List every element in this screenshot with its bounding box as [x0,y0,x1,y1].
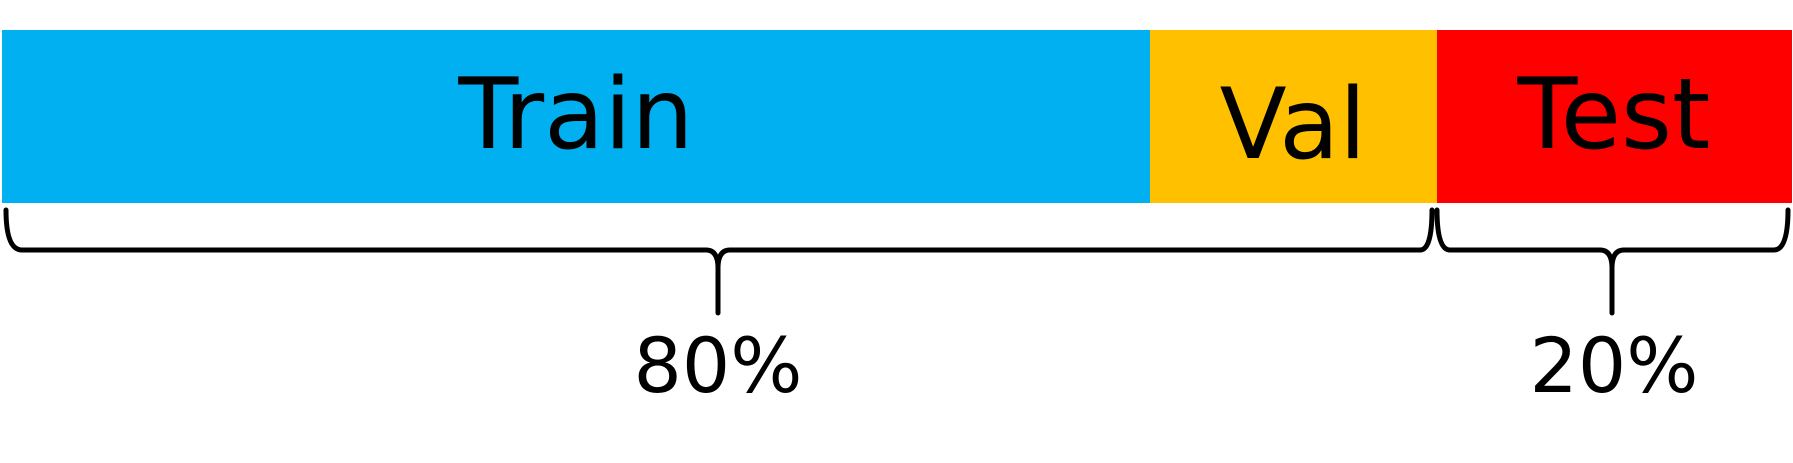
test-brace [1434,207,1791,316]
test-label: Test [1517,58,1711,172]
test-segment [1437,30,1792,203]
test-percent: 20% [1530,321,1699,410]
train-label: Train [457,58,693,172]
train-val-brace [3,207,1435,316]
val-segment [1150,30,1437,203]
train-val-percent: 80% [634,321,803,410]
train-segment [2,30,1150,203]
val-label: Val [1220,68,1367,182]
